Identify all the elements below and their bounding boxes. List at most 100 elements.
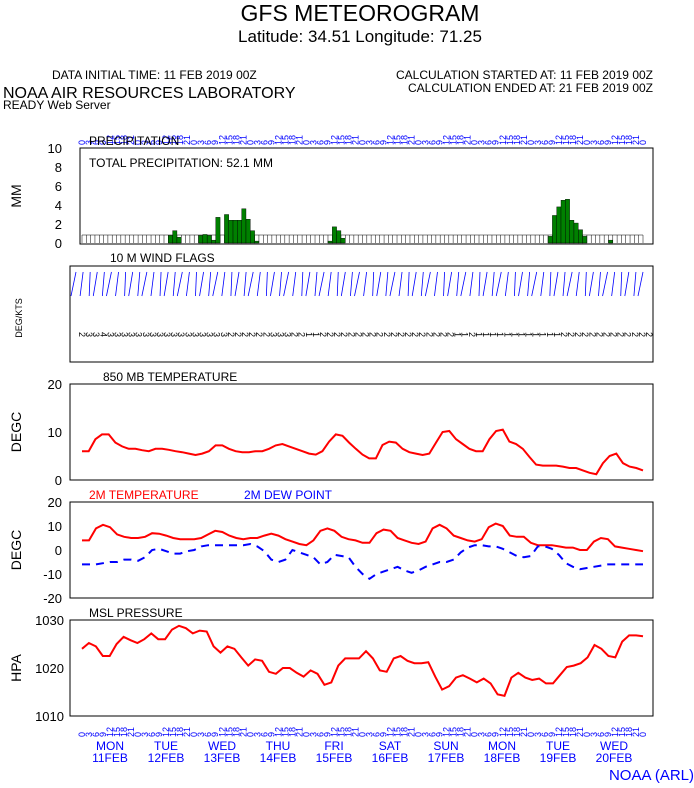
wind-dir-label: 3 [84, 332, 94, 337]
wind-flag [265, 271, 268, 297]
wind-dir-label: 1 [311, 332, 321, 337]
bottom-hour-label: 3 [308, 732, 318, 737]
wind-dir-label: 2 [339, 332, 349, 337]
wind-flag [588, 271, 594, 297]
top-hour-label: 0 [358, 140, 368, 145]
init-time: DATA INITIAL TIME: 11 FEB 2019 00Z [52, 68, 257, 82]
wind-flag [159, 271, 162, 297]
wind-dir-label: 2 [601, 332, 611, 337]
mslp-series: 1030 1020 1010 [35, 613, 644, 724]
day-date-label: 12FEB [148, 751, 185, 765]
wind-flag [279, 271, 282, 297]
bottom-hour-label: 18 [119, 727, 129, 737]
precip-bar [224, 214, 229, 244]
bottom-hour-label: 15 [336, 727, 346, 737]
top-hour-label: 12 [442, 135, 452, 145]
precip-bar [340, 238, 346, 244]
bottom-hour-label: 18 [343, 727, 353, 737]
wind-flag [562, 271, 566, 297]
top-hour-label: 15 [280, 135, 290, 145]
wind-dir-label: 2 [297, 332, 307, 337]
credit: NOAA (ARL) [609, 767, 694, 784]
bottom-hour-label: 6 [372, 732, 382, 737]
top-hour-label: 15 [336, 135, 346, 145]
day-date-label: 15FEB [316, 751, 353, 765]
wind-dir-label: 3 [112, 332, 122, 337]
bottom-hour-label: 18 [456, 727, 466, 737]
precip-bar [336, 230, 342, 244]
bottom-hour-label: 0 [358, 732, 368, 737]
wind-flag [243, 271, 247, 297]
wind-dir-label: 2 [247, 332, 257, 337]
wind-flag [549, 271, 552, 297]
mslp-ytick-label: 1020 [35, 661, 64, 676]
bottom-hour-label: 3 [589, 732, 599, 737]
calc-started: CALCULATION STARTED AT: 11 FEB 2019 00Z [396, 68, 653, 82]
wind-dir-label: 3 [91, 332, 101, 337]
top-hour-label: 0 [582, 140, 592, 145]
mslp-panel-frame [69, 619, 654, 717]
top-hour-label: 18 [287, 135, 297, 145]
wind-dir-label: 2 [375, 332, 385, 337]
wind-dir-label: 3 [127, 332, 137, 337]
wind-dir-label: 1 [304, 332, 314, 337]
bottom-hour-label: 21 [182, 727, 192, 737]
wind-flag [514, 271, 516, 297]
bottom-hour-label: 18 [287, 727, 297, 737]
wind-flag [531, 271, 538, 297]
t850-title: 850 MB TEMPERATURE [103, 370, 237, 384]
wind-flag [208, 271, 212, 297]
bottom-hour-label: 6 [147, 732, 157, 737]
top-hour-label: 3 [196, 140, 206, 145]
wind-dir-label: 1 [488, 332, 498, 337]
top-hour-label: 15 [224, 135, 234, 145]
bottom-hour-label: 21 [350, 727, 360, 737]
wind-dir-label: 3 [212, 332, 222, 337]
bottom-hour-label: 6 [315, 732, 325, 737]
wind-dir-label: 3 [134, 332, 144, 337]
day-of-week-label: WED [600, 739, 628, 753]
top-hour-label: 3 [252, 140, 262, 145]
bottom-hour-label: 12 [554, 727, 564, 737]
precip-bar [582, 236, 588, 244]
top-hour-label: 0 [638, 140, 648, 145]
wind-dir-label: 2 [318, 332, 328, 337]
wind-flag [234, 271, 240, 297]
wind-dir-label: 2 [346, 332, 356, 337]
top-hour-label: 12 [610, 135, 620, 145]
day-of-week-label: TUE [154, 739, 178, 753]
bottom-hour-label: 0 [301, 732, 311, 737]
t2m-dewpoint-line [82, 542, 643, 581]
precip-bar [552, 215, 557, 244]
bottom-hour-label: 9 [547, 732, 557, 737]
wind-flag [172, 271, 176, 297]
top-hour-label: 9 [98, 140, 108, 145]
top-hour-label: 9 [379, 140, 389, 145]
top-hour-label: 3 [589, 140, 599, 145]
top-hour-label: 12 [498, 135, 508, 145]
top-hour-label: 9 [435, 140, 445, 145]
top-hour-label: 12 [161, 135, 171, 145]
bottom-hour-label: 3 [365, 732, 375, 737]
wind-flag [327, 271, 332, 297]
top-hour-label: 3 [421, 140, 431, 145]
day-date-label: 16FEB [372, 751, 409, 765]
bottom-hour-label: 3 [533, 732, 543, 737]
precip-bar [250, 230, 255, 244]
wind-flag [128, 271, 134, 297]
bottom-hour-label: 0 [414, 732, 424, 737]
wind-flag [389, 271, 396, 297]
wind-dir-label: 2 [226, 332, 236, 337]
day-labels: MON11FEBTUE12FEBWED13FEBTHU14FEBFRI15FEB… [92, 739, 632, 765]
bottom-hour-label: 3 [84, 732, 94, 737]
calc-ended: CALCULATION ENDED AT: 21 FEB 2019 00Z [408, 81, 653, 95]
t2m-ytick-label: 0 [55, 543, 62, 558]
top-hour-label: 6 [203, 140, 213, 145]
wind-flag [424, 271, 431, 297]
wind-flag [376, 271, 382, 297]
wind-dir-label: 1 [524, 332, 534, 337]
wind-dir-label: 3 [176, 332, 186, 337]
bottom-hour-label: 18 [175, 727, 185, 737]
top-hour-label: 21 [126, 135, 136, 145]
wind-flag [478, 271, 481, 297]
